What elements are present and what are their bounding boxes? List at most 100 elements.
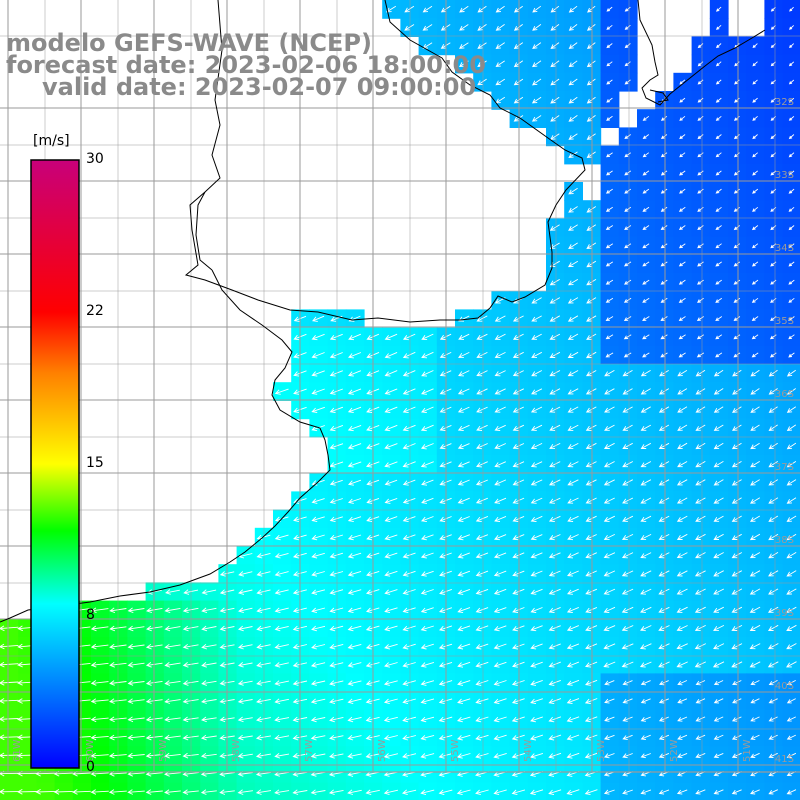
forecast-date: forecast date: 2023-02-06 18:00:00 xyxy=(6,51,486,79)
wind-arrow xyxy=(458,351,470,359)
wind-arrow xyxy=(660,170,668,176)
wind-arrow xyxy=(749,624,761,631)
wind-arrow xyxy=(678,225,686,231)
wind-arrow xyxy=(145,752,163,759)
wind-arrow xyxy=(329,388,343,395)
wind-arrow xyxy=(35,789,55,795)
wind-arrow xyxy=(660,206,668,212)
wind-arrow xyxy=(201,716,217,723)
wind-arrow xyxy=(530,625,543,632)
wind-arrow xyxy=(750,424,760,431)
colorbar-tick-label: 8 xyxy=(86,607,95,623)
wind-arrow xyxy=(567,570,579,577)
wind-arrow xyxy=(734,97,740,103)
wind-arrow xyxy=(731,515,742,522)
wind-arrow xyxy=(566,752,580,759)
wind-arrow xyxy=(310,698,326,705)
wind-arrow xyxy=(660,243,668,249)
wind-arrow xyxy=(493,734,507,741)
wind-arrow xyxy=(695,752,706,759)
wind-arrow xyxy=(677,461,688,468)
wind-arrow xyxy=(475,607,489,614)
wind-arrow xyxy=(548,643,561,650)
wind-arrow xyxy=(623,352,632,358)
wind-arrow xyxy=(329,352,343,359)
wind-arrow xyxy=(786,533,797,541)
wind-arrow xyxy=(420,625,434,632)
wind-arrow xyxy=(0,680,19,686)
wind-arrow xyxy=(311,589,326,595)
wind-arrow xyxy=(768,424,778,432)
wind-arrow xyxy=(679,115,686,121)
wind-arrow xyxy=(603,588,616,595)
wind-arrow xyxy=(731,606,743,613)
wind-arrow xyxy=(624,43,631,49)
wind-arrow xyxy=(786,388,796,395)
wind-arrow xyxy=(495,60,505,68)
wind-arrow xyxy=(493,588,507,595)
wind-arrow xyxy=(695,406,706,413)
wind-arrow xyxy=(624,6,631,12)
wind-arrow xyxy=(459,42,469,49)
wind-arrow xyxy=(90,680,109,686)
wind-arrow xyxy=(642,152,650,158)
wind-arrow xyxy=(621,533,634,541)
wind-arrow xyxy=(642,243,650,249)
wind-arrow xyxy=(733,261,741,267)
wind-arrow xyxy=(622,370,633,377)
wind-arrow xyxy=(567,333,579,340)
wind-arrow xyxy=(622,698,633,704)
wind-arrow xyxy=(568,115,578,122)
wind-arrow xyxy=(109,662,127,668)
wind-arrow xyxy=(201,625,217,632)
wind-arrow xyxy=(788,152,795,158)
wind-arrow xyxy=(603,643,616,650)
wind-arrow xyxy=(0,752,19,759)
wind-arrow xyxy=(421,479,434,486)
wind-arrow xyxy=(274,589,289,595)
wind-arrow xyxy=(384,406,398,413)
wind-arrow xyxy=(788,188,795,194)
wind-arrow xyxy=(677,424,688,431)
wind-arrow xyxy=(751,334,759,340)
wind-arrow xyxy=(621,588,634,595)
wind-arrow xyxy=(606,170,613,176)
wind-arrow xyxy=(751,225,759,231)
wind-arrow xyxy=(640,588,652,595)
wind-arrow xyxy=(786,789,797,795)
wind-arrow xyxy=(383,753,399,759)
wind-arrow xyxy=(640,734,651,740)
wind-arrow xyxy=(584,789,598,796)
wind-arrow xyxy=(788,316,795,322)
wind-arrow xyxy=(548,606,561,613)
wind-arrow xyxy=(679,79,686,85)
wind-arrow xyxy=(457,534,470,541)
wind-arrow xyxy=(604,734,615,740)
wind-arrow xyxy=(494,406,506,413)
wind-arrow xyxy=(476,370,488,377)
wind-arrow xyxy=(274,643,289,650)
wind-arrow xyxy=(752,115,758,121)
wind-arrow xyxy=(420,734,435,741)
wind-arrow xyxy=(678,334,686,340)
wind-arrow xyxy=(788,225,795,231)
wind-arrow xyxy=(311,333,325,341)
wind-arrow xyxy=(531,351,543,359)
wind-arrow xyxy=(788,116,795,121)
wind-arrow xyxy=(786,406,797,413)
wind-arrow xyxy=(622,479,634,486)
wind-arrow xyxy=(402,351,416,359)
wind-arrow xyxy=(660,297,668,303)
wind-arrow xyxy=(90,643,109,650)
wind-arrow xyxy=(475,789,489,796)
wind-arrow xyxy=(0,698,19,704)
wind-arrow xyxy=(494,424,506,431)
wind-arrow xyxy=(402,388,416,395)
wind-arrow xyxy=(624,279,632,285)
wind-arrow xyxy=(385,5,397,13)
wind-arrow xyxy=(494,388,506,395)
lon-label: 59W xyxy=(158,739,169,762)
wind-arrow xyxy=(402,552,416,559)
wind-arrow xyxy=(640,753,651,759)
wind-arrow xyxy=(532,60,542,68)
